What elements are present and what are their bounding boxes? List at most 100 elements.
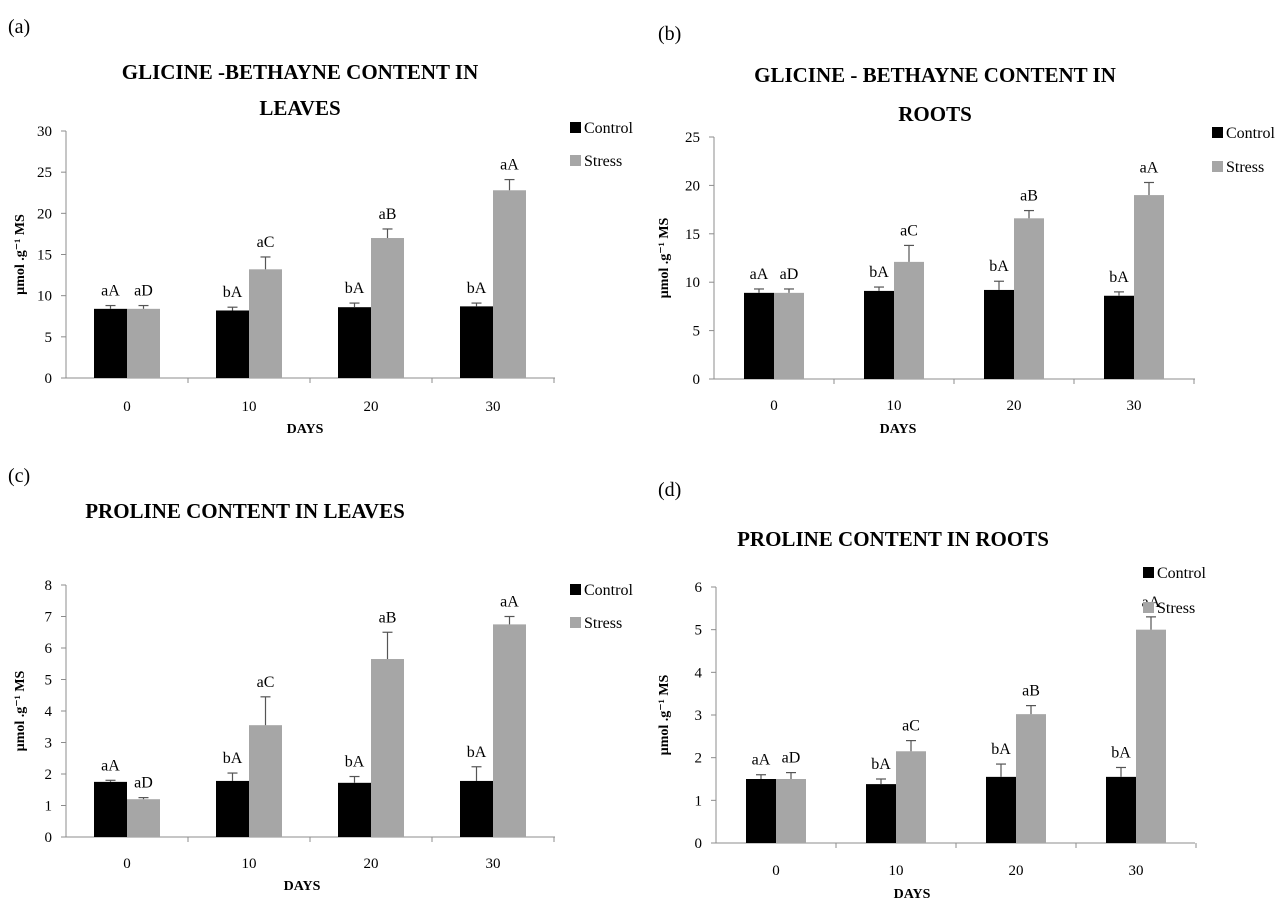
chart-title: LEAVES bbox=[259, 96, 340, 120]
y-tick-label: 4 bbox=[695, 665, 703, 681]
bar-control bbox=[1104, 295, 1134, 379]
y-tick-label: 1 bbox=[695, 793, 703, 809]
legend-swatch-stress bbox=[570, 155, 581, 166]
panel-tag: (d) bbox=[658, 479, 681, 501]
bar-stress bbox=[776, 779, 806, 843]
bar-control bbox=[744, 292, 774, 379]
bar-control bbox=[986, 776, 1016, 843]
legend-label-stress: Stress bbox=[584, 153, 622, 170]
bar-letter-label: bA bbox=[869, 264, 889, 281]
bar-stress bbox=[774, 292, 804, 379]
x-axis-title: DAYS bbox=[287, 422, 324, 437]
legend-swatch-control bbox=[570, 122, 581, 133]
bar-letter-label: aB bbox=[1020, 188, 1038, 205]
chart-title: PROLINE CONTENT IN ROOTS bbox=[737, 527, 1049, 551]
x-tick-label: 0 bbox=[772, 863, 780, 879]
bar-stress bbox=[493, 190, 526, 378]
x-axis-title: DAYS bbox=[894, 887, 931, 902]
bar-letter-label: aB bbox=[379, 609, 397, 626]
x-tick-label: 10 bbox=[887, 398, 902, 414]
chart-panel-b: (b) GLICINE - BETHAYNE CONTENT IN ROOTS 0 5 1… bbox=[657, 23, 1275, 437]
legend-swatch-control bbox=[1212, 127, 1223, 138]
y-tick-label: 15 bbox=[37, 248, 52, 264]
chart-panel-a: (a) GLICINE -BETHAYNE CONTENT IN LEAVES 0 5 1… bbox=[8, 16, 633, 437]
y-axis-title: µmol .g⁻¹ MS bbox=[657, 674, 672, 755]
bar-letter-label: bA bbox=[223, 284, 243, 301]
bar-letter-label: bA bbox=[345, 754, 365, 771]
bar-letter-label: aC bbox=[900, 222, 918, 239]
bar-letter-label: bA bbox=[467, 280, 487, 297]
y-axis-title: µmol .g⁻¹ MS bbox=[13, 670, 28, 751]
x-tick-label: 10 bbox=[242, 399, 257, 415]
bar-letter-label: bA bbox=[223, 750, 243, 767]
bar-letter-label: aA bbox=[752, 752, 771, 769]
x-tick-label: 0 bbox=[123, 856, 131, 872]
legend-swatch-stress bbox=[1143, 602, 1154, 613]
x-tick-label: 30 bbox=[1127, 398, 1142, 414]
x-tick-label: 0 bbox=[123, 399, 131, 415]
y-tick-label: 0 bbox=[45, 830, 53, 846]
bar-letter-label: aA bbox=[101, 757, 120, 774]
legend-label-stress: Stress bbox=[584, 615, 622, 632]
bar-stress bbox=[127, 799, 160, 837]
x-tick-label: 20 bbox=[1007, 398, 1022, 414]
chart-title: GLICINE -BETHAYNE CONTENT IN bbox=[122, 60, 479, 84]
bar-control bbox=[94, 781, 127, 837]
y-tick-label: 8 bbox=[45, 578, 53, 594]
x-tick-label: 0 bbox=[770, 398, 778, 414]
bar-stress bbox=[1134, 195, 1164, 379]
bar-letter-label: aD bbox=[782, 750, 801, 767]
bar-control bbox=[1106, 776, 1136, 843]
y-tick-label: 10 bbox=[37, 289, 52, 305]
bar-control bbox=[984, 289, 1014, 379]
y-tick-label: 5 bbox=[45, 673, 53, 689]
bar-control bbox=[216, 780, 249, 837]
bar-letter-label: aA bbox=[500, 594, 519, 611]
legend-swatch-control bbox=[1143, 567, 1154, 578]
x-axis-title: DAYS bbox=[880, 422, 917, 437]
bar-letter-label: bA bbox=[1109, 269, 1129, 286]
bar-stress bbox=[371, 659, 404, 837]
panel-tag: (b) bbox=[658, 23, 681, 45]
x-tick-label: 20 bbox=[364, 856, 379, 872]
y-tick-label: 1 bbox=[45, 799, 53, 815]
legend-label-control: Control bbox=[584, 582, 633, 599]
x-tick-label: 10 bbox=[889, 863, 904, 879]
bar-letter-label: aC bbox=[257, 234, 275, 251]
legend-swatch-stress bbox=[1212, 161, 1223, 172]
bar-letter-label: aA bbox=[750, 266, 769, 283]
bar-letter-label: bA bbox=[989, 258, 1009, 275]
chart-panel-c: (c) PROLINE CONTENT IN LEAVES 0 1 2 3 4 5 6 7 8 µmo… bbox=[8, 465, 633, 894]
y-tick-label: 5 bbox=[695, 623, 703, 639]
x-tick-label: 20 bbox=[364, 399, 379, 415]
legend-label-stress: Stress bbox=[1157, 600, 1195, 617]
legend-label-control: Control bbox=[1226, 125, 1275, 142]
y-tick-label: 20 bbox=[685, 178, 700, 194]
bar-control bbox=[864, 290, 894, 379]
y-tick-label: 0 bbox=[695, 836, 703, 852]
y-tick-label: 30 bbox=[37, 124, 52, 140]
panel-tag: (c) bbox=[8, 465, 30, 487]
bar-stress bbox=[1136, 629, 1166, 843]
x-tick-label: 20 bbox=[1009, 863, 1024, 879]
legend-label-control: Control bbox=[1157, 565, 1206, 582]
x-axis-title: DAYS bbox=[284, 879, 321, 894]
bar-control bbox=[216, 310, 249, 378]
bar-letter-label: aD bbox=[134, 283, 153, 300]
y-axis-title: µmol .g⁻¹ MS bbox=[657, 217, 672, 298]
y-tick-label: 20 bbox=[37, 206, 52, 222]
y-tick-label: 6 bbox=[695, 580, 703, 596]
bar-stress bbox=[894, 261, 924, 379]
y-tick-label: 5 bbox=[693, 324, 701, 340]
x-tick-label: 30 bbox=[486, 856, 501, 872]
bar-stress bbox=[127, 308, 160, 378]
legend-label-stress: Stress bbox=[1226, 159, 1264, 176]
bar-control bbox=[746, 779, 776, 843]
y-tick-label: 6 bbox=[45, 641, 53, 657]
legend-swatch-control bbox=[570, 584, 581, 595]
bar-stress bbox=[371, 238, 404, 378]
x-tick-label: 30 bbox=[486, 399, 501, 415]
legend-swatch-stress bbox=[570, 617, 581, 628]
bar-control bbox=[866, 784, 896, 843]
